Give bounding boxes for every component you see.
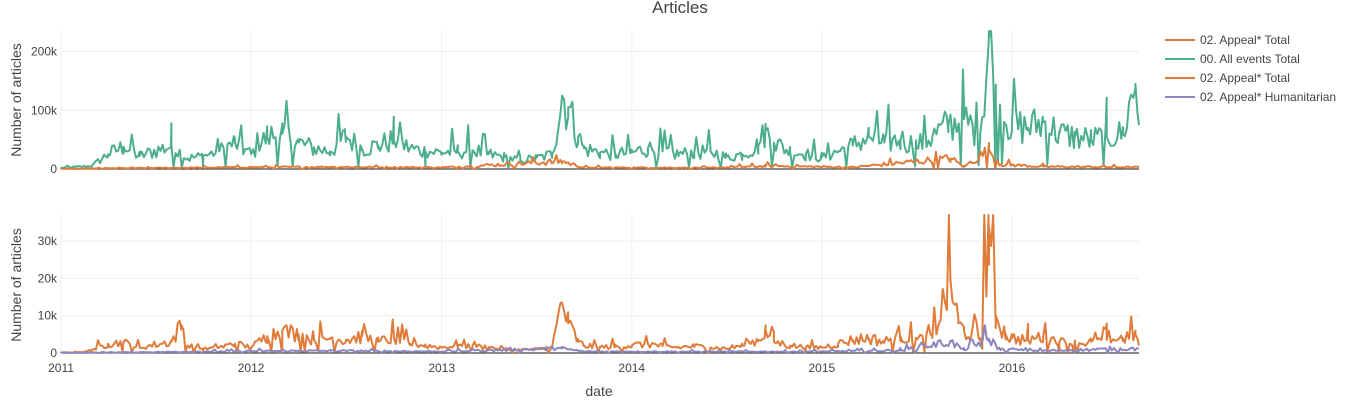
- x-axis-title: date: [585, 383, 612, 399]
- x-tick-label-2014: 2014: [618, 361, 645, 375]
- legend-label-3: 02. Appeal* Humanitarian: [1200, 90, 1336, 104]
- top-panel-grid: [60, 31, 1139, 170]
- top-y-tick-label-1: 100k: [31, 103, 58, 117]
- top-panel-y-axis-title: Number of articles: [8, 43, 24, 157]
- bottom-panel-grid: [60, 215, 1139, 354]
- bottom-y-tick-label-3: 30k: [38, 234, 58, 248]
- legend: 02. Appeal* Total 00. All events Total 02.…: [1165, 33, 1336, 104]
- bottom-panel-series: [60, 214, 1140, 354]
- bottom-panel: 0 10k 20k 30k Number of articles: [8, 214, 1140, 360]
- top-panel-series: [60, 30, 1140, 170]
- x-tick-label-2016: 2016: [999, 361, 1026, 375]
- top-panel-y-ticks: 0 100k 200k: [31, 45, 58, 176]
- top-y-tick-label-2: 200k: [31, 45, 58, 59]
- bottom-series-line-1: [60, 324, 1140, 354]
- bottom-y-tick-label-2: 20k: [38, 271, 58, 285]
- bottom-y-tick-label-1: 10k: [38, 309, 58, 323]
- top-y-tick-label-0: 0: [50, 162, 57, 176]
- legend-label-2: 02. Appeal* Total: [1200, 71, 1290, 85]
- x-tick-label-2013: 2013: [428, 361, 455, 375]
- bottom-panel-y-axis-title: Number of articles: [8, 228, 24, 342]
- legend-label-0: 02. Appeal* Total: [1200, 33, 1290, 47]
- bottom-panel-y-ticks: 0 10k 20k 30k: [38, 234, 58, 360]
- top-panel: 0 100k 200k Number of articles: [8, 30, 1140, 176]
- bottom-y-tick-label-0: 0: [50, 346, 57, 360]
- x-tick-label-2011: 2011: [48, 361, 74, 375]
- x-tick-label-2015: 2015: [808, 361, 835, 375]
- chart-title: Articles: [652, 0, 708, 17]
- bottom-series-line-0: [60, 214, 1140, 354]
- legend-label-1: 00. All events Total: [1200, 52, 1300, 66]
- x-axis-ticks: 2011 2012 2013 2014 2015 2016: [48, 361, 1026, 375]
- top-series-line-0: [60, 30, 1140, 169]
- x-tick-label-2012: 2012: [238, 361, 265, 375]
- top-series-line-1: [60, 142, 1140, 170]
